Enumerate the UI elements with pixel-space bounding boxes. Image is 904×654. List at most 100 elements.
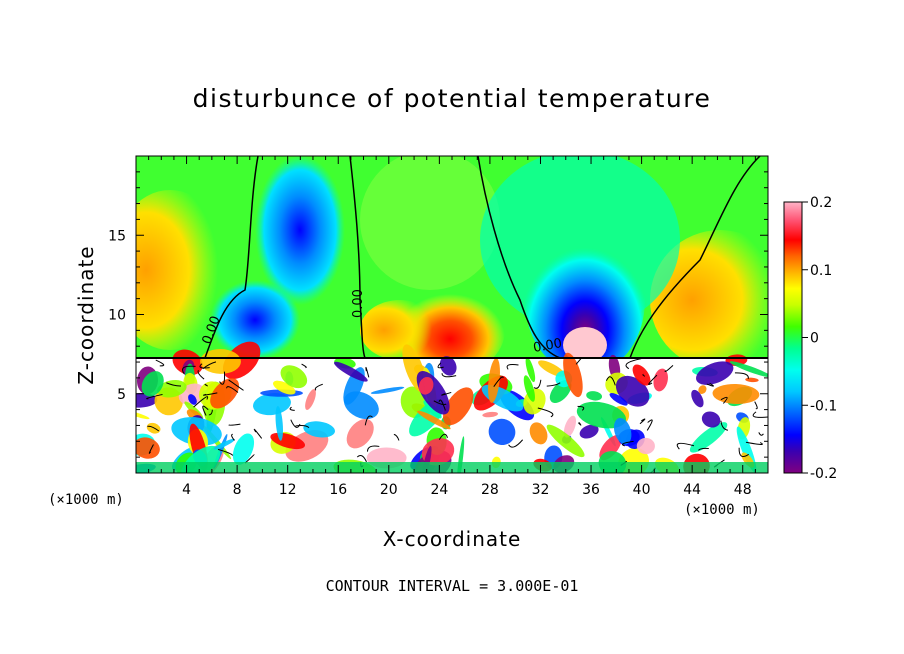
chart-title: disturbunce of potential temperature [192, 84, 712, 113]
turbulence-contour [546, 382, 561, 387]
turbulence-contour [508, 439, 524, 448]
turbulence-contour [706, 382, 714, 387]
turbulence-patch [253, 393, 291, 416]
turbulence-contour [166, 382, 181, 387]
colorbar-tick-label: 0.1 [810, 263, 832, 279]
warm-bubble [563, 327, 607, 363]
x-tick-label: 16 [329, 482, 347, 498]
turbulence-contour [441, 373, 457, 378]
turbulence-contour [193, 396, 209, 408]
x-tick-label: 20 [380, 482, 398, 498]
turbulence-contour [290, 419, 301, 428]
turbulence-patch [136, 392, 158, 408]
turbulence-contour [289, 406, 295, 411]
colorbar-tick-label: 0.2 [810, 195, 832, 211]
turbulence-contour [356, 455, 367, 463]
turbulence-patch [689, 422, 728, 453]
turbulence-contour [199, 363, 210, 369]
turbulence-contour [148, 444, 154, 454]
turbulence-contour [720, 396, 728, 404]
turbulence-contour [364, 415, 373, 426]
turbulence-contour [393, 433, 400, 441]
turbulence-patch [696, 361, 734, 385]
contour-label-3: 0.00 [532, 336, 563, 356]
turbulence-contour [202, 405, 209, 416]
turbulence-patch [523, 375, 535, 402]
x-axis: 4 8 12 16 20 24 28 32 36 40 44 48 [148, 156, 756, 498]
turbulence-contour [202, 361, 217, 370]
turbulence-patch [698, 385, 707, 394]
turbulence-patch [576, 401, 626, 429]
turbulence-patch [488, 418, 516, 446]
x-tick-label: 12 [279, 482, 297, 498]
colorbar-tick-label: -0.2 [810, 466, 837, 482]
turbulence-patch [280, 365, 308, 389]
x-tick-label: 40 [633, 482, 651, 498]
turbulence-patch [456, 436, 465, 473]
turbulence-patch [439, 356, 457, 376]
y-tick-label: 10 [108, 308, 126, 324]
turbulence-patch [443, 387, 474, 426]
turbulence-contour [231, 433, 235, 441]
turbulence-patch [613, 417, 632, 445]
turbulence-patch [232, 433, 255, 465]
turbulence-contour [433, 400, 447, 406]
turbulence-patch [157, 380, 187, 398]
turbulence-contour [642, 373, 646, 377]
turbulence-contour [438, 433, 448, 440]
zero-contours [204, 156, 761, 359]
contour-line [477, 156, 561, 359]
turbulence-contour [537, 407, 554, 418]
colorbar-tick-label: -0.1 [810, 398, 837, 414]
y-tick-label: 15 [108, 228, 126, 244]
turbulence-contour [720, 420, 729, 431]
turbulence-patch [275, 405, 284, 441]
turbulence-contour [676, 442, 695, 450]
turbulence-contour [197, 369, 205, 380]
turbulence-contour [437, 362, 444, 369]
x-axis-label: X-coordinate [382, 527, 522, 551]
turbulence-patch [136, 437, 160, 459]
turbulence-patch [418, 376, 434, 395]
turbulence-contour [754, 401, 758, 410]
turbulence-contour [493, 376, 504, 387]
turbulence-patch [529, 422, 548, 445]
turbulence-patch [525, 357, 536, 383]
x-tick-label: 44 [683, 482, 701, 498]
turbulence-patch [691, 389, 704, 408]
turbulence-contour [314, 383, 323, 391]
turbulence-patch [563, 415, 577, 438]
turbulence-contour [758, 432, 764, 436]
x-unit-right: (×1000 m) [684, 502, 760, 518]
turbulence-contour [605, 376, 616, 386]
turbulence-contour [752, 411, 768, 418]
turbulence-contour [664, 364, 674, 373]
turbulence-patch [636, 437, 655, 455]
turbulence-patch [305, 389, 316, 410]
turbulence-contour [208, 409, 213, 416]
turbulence-contour [217, 448, 234, 456]
turbulence-contour [533, 379, 542, 389]
turbulence-contour [155, 359, 165, 367]
bottom-band [136, 462, 768, 473]
turbulence-contour [577, 405, 585, 411]
turbulence-contour [244, 453, 255, 464]
turbulence-patch [200, 348, 241, 374]
turbulence-patch [488, 358, 500, 403]
contour-line [349, 156, 366, 359]
turbulence-patch [417, 410, 451, 430]
turbulence-patch [579, 424, 599, 439]
contour-label-2: 0.00 [351, 289, 366, 318]
x-tick-label: 32 [532, 482, 550, 498]
turbulence-contour [146, 393, 163, 400]
turbulence-patch [303, 421, 336, 438]
turbulence-patch [563, 352, 583, 398]
colorbar [783, 201, 803, 474]
y-axis: 5 10 15 [108, 171, 768, 458]
turbulence-patch [334, 361, 368, 382]
turbulence-patch [141, 371, 164, 397]
turbulence-contour [625, 358, 642, 370]
turbulence-contour [745, 441, 763, 445]
light-green-patch [360, 156, 500, 290]
turbulence-contour [295, 425, 310, 429]
